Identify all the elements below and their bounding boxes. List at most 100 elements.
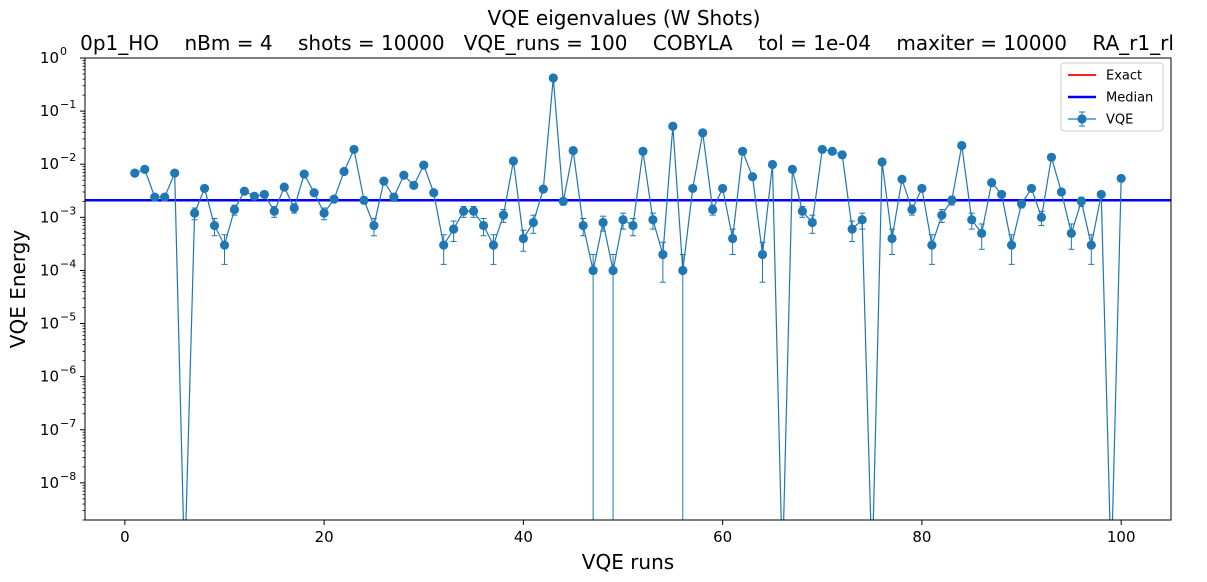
vqe-point [588, 265, 598, 276]
vqe-point [459, 206, 469, 216]
vqe-point [249, 191, 259, 201]
vqe-point [817, 144, 827, 155]
y-tick-exponent: −3 [60, 204, 76, 217]
vqe-point [558, 196, 568, 206]
vqe-point [1116, 173, 1126, 184]
x-tick-label: 60 [713, 528, 732, 546]
vqe-point [319, 208, 329, 218]
vqe-point [199, 183, 210, 194]
y-tick-label: 10 [40, 49, 59, 67]
vqe-point [449, 224, 459, 234]
vqe-point [927, 240, 937, 250]
vqe-point [419, 160, 429, 170]
vqe-point [140, 164, 150, 174]
vqe-point [160, 192, 170, 202]
vqe-point [339, 166, 349, 177]
x-tick-label: 100 [1107, 528, 1136, 546]
vqe-point [1006, 240, 1017, 250]
vqe-point [209, 220, 220, 231]
vqe-point [937, 210, 947, 220]
legend: Exact Median VQE [1060, 62, 1164, 132]
chart-title: VQE eigenvalues (W Shots) [488, 6, 761, 30]
vqe-point [219, 240, 230, 250]
vqe-point [1066, 228, 1076, 238]
vqe-point [229, 204, 240, 215]
vqe-point [847, 224, 857, 234]
vqe-point [189, 208, 200, 218]
vqe-point [399, 170, 409, 180]
y-tick-exponent: −2 [60, 151, 76, 164]
vqe-point [170, 168, 180, 178]
vqe-point [638, 146, 648, 156]
vqe-point [708, 204, 718, 215]
legend-label-vqe: VQE [1106, 113, 1133, 128]
vqe-point [877, 157, 887, 167]
vqe-point [1026, 183, 1037, 194]
vqe-point [538, 184, 548, 194]
vqe-point [787, 164, 797, 174]
y-tick-exponent: −7 [60, 417, 76, 430]
vqe-point [568, 146, 578, 156]
vqe-point [498, 210, 509, 220]
vqe-point [827, 146, 837, 156]
vqe-point [797, 206, 807, 216]
y-tick-label: 10 [40, 368, 59, 386]
vqe-point [1036, 212, 1047, 222]
vqe-point [309, 188, 319, 198]
vqe-point [1076, 196, 1086, 206]
vqe-point [150, 192, 160, 202]
vqe-point [668, 121, 678, 131]
vqe-point [1016, 199, 1027, 209]
y-tick-label: 10 [40, 474, 59, 492]
vqe-point [917, 183, 927, 194]
vqe-point [997, 189, 1007, 200]
vqe-point [389, 192, 399, 202]
vqe-point [379, 176, 389, 186]
y-tick-label: 10 [40, 155, 59, 173]
vqe-point [608, 265, 618, 276]
vqe-point [1086, 240, 1096, 250]
vqe-point [728, 233, 738, 244]
vqe-point [508, 156, 519, 166]
y-tick-label: 10 [40, 421, 59, 439]
legend-box [1060, 62, 1164, 132]
y-tick-exponent: −4 [60, 257, 76, 270]
vqe-point [698, 128, 708, 138]
x-axis: 0 20 40 60 80 100 [120, 520, 1136, 546]
vqe-point [279, 182, 289, 192]
legend-swatch-vqe-marker [1077, 114, 1087, 124]
chart-subtitle: 0p1_HO nBm = 4 shots = 10000 VQE_runs = … [80, 31, 1174, 55]
y-tick-label: 10 [40, 208, 59, 226]
y-tick-exponent: −8 [60, 470, 76, 483]
vqe-point [688, 183, 698, 194]
x-tick-label: 40 [514, 528, 533, 546]
vqe-point [767, 159, 778, 170]
vqe-point [837, 150, 847, 160]
vqe-point [658, 249, 668, 260]
vqe-point [757, 249, 768, 260]
vqe-point [598, 217, 608, 228]
vqe-point [518, 233, 528, 244]
vqe-point [130, 168, 140, 178]
x-tick-label: 80 [912, 528, 931, 546]
plot-frame [84, 57, 1172, 521]
vqe-point [807, 217, 817, 228]
vqe-point [429, 188, 439, 198]
vqe-point [628, 220, 638, 231]
vqe-point [329, 194, 339, 204]
y-tick-exponent: 0 [60, 45, 67, 58]
vqe-point [578, 220, 588, 231]
vqe-point [737, 146, 748, 156]
vqe-point [289, 203, 299, 213]
x-tick-label: 0 [120, 528, 130, 546]
vqe-point [488, 240, 499, 250]
y-tick-label: 10 [40, 102, 59, 120]
vqe-point [409, 180, 419, 190]
legend-label-median: Median [1106, 91, 1153, 106]
vqe-point [907, 204, 917, 215]
vqe-point [1056, 187, 1067, 197]
y-axis-label: VQE Energy [6, 230, 30, 349]
vqe-point [718, 183, 728, 194]
vqe-point [548, 73, 558, 83]
